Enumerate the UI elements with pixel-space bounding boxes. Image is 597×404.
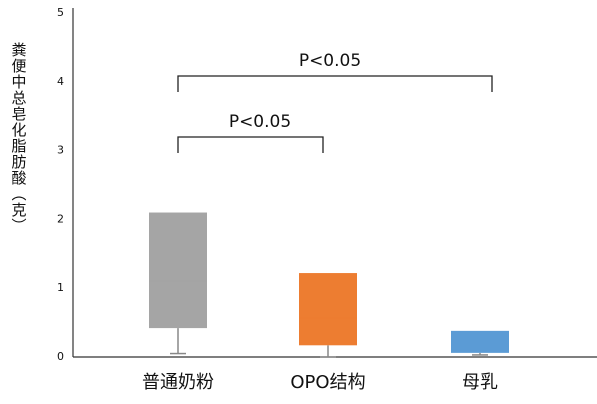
bracket: [177, 136, 324, 153]
box: [149, 212, 207, 329]
x-tick-label: OPO结构: [290, 372, 365, 393]
box: [451, 330, 509, 353]
y-axis-label: 粪便中总皂化脂肪酸（克）: [10, 42, 28, 234]
box: [299, 273, 357, 346]
y-tick-label: 2: [57, 212, 64, 225]
x-tick-label: 普通奶粉: [142, 372, 214, 393]
y-tick-label: 4: [57, 75, 64, 88]
y-tick-label: 3: [57, 144, 64, 157]
y-tick-label: 0: [57, 350, 64, 363]
bracket: [177, 75, 493, 92]
annotation: P<0.05: [299, 51, 361, 71]
annotation: P<0.05: [229, 112, 291, 132]
x-tick-label: 母乳: [462, 372, 498, 393]
y-tick-label: 1: [57, 281, 64, 294]
y-tick-label: 5: [57, 6, 64, 19]
